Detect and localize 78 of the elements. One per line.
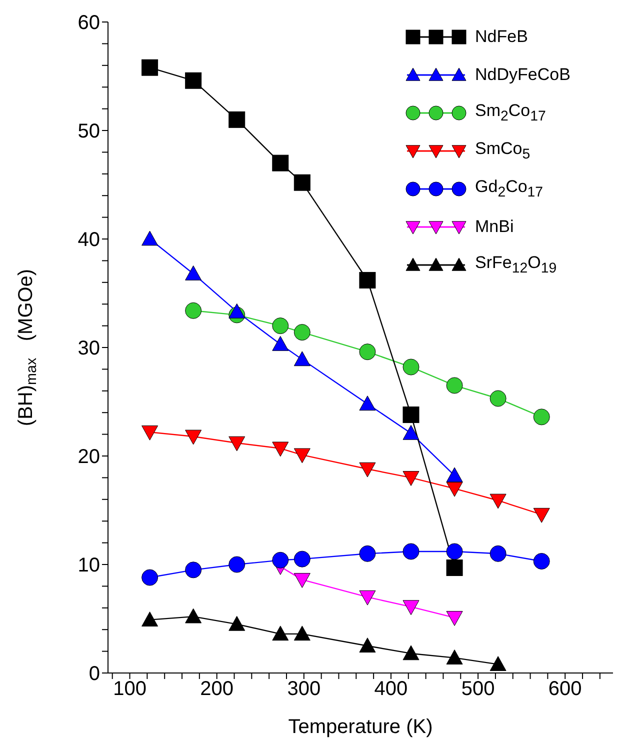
point bbox=[402, 406, 420, 424]
point bbox=[228, 436, 246, 452]
point bbox=[402, 645, 420, 660]
point bbox=[272, 318, 289, 334]
legend-label: NdFeB bbox=[475, 27, 528, 47]
point bbox=[142, 569, 158, 586]
y-tick-label: 0 bbox=[88, 663, 100, 686]
point bbox=[490, 545, 506, 562]
x-tick-label: 600 bbox=[548, 678, 582, 700]
point bbox=[490, 656, 506, 671]
point bbox=[228, 111, 246, 128]
point bbox=[294, 174, 310, 191]
point bbox=[359, 272, 376, 288]
point bbox=[294, 448, 310, 464]
point bbox=[446, 482, 463, 497]
point bbox=[228, 616, 246, 631]
point bbox=[402, 424, 420, 440]
point bbox=[272, 442, 289, 457]
y-tick-label: 10 bbox=[78, 554, 100, 577]
point bbox=[185, 608, 202, 624]
point bbox=[533, 508, 550, 523]
point bbox=[359, 396, 376, 411]
point bbox=[294, 324, 310, 341]
legend-label: NdDyFeCoB bbox=[475, 65, 570, 85]
legend-label: Sm$_{2}$Co$_{17}$ bbox=[475, 101, 546, 125]
point bbox=[142, 230, 158, 246]
point bbox=[359, 545, 376, 562]
point bbox=[185, 562, 202, 578]
y-tick-label: 60 bbox=[78, 12, 100, 34]
point bbox=[228, 303, 246, 318]
point bbox=[402, 471, 420, 486]
point bbox=[142, 425, 158, 440]
point bbox=[533, 552, 550, 570]
point bbox=[446, 377, 463, 394]
point bbox=[533, 408, 550, 426]
y-tick-label: 30 bbox=[78, 338, 100, 360]
point bbox=[402, 600, 420, 616]
point bbox=[272, 552, 289, 568]
point bbox=[402, 543, 420, 560]
point bbox=[228, 556, 246, 573]
point bbox=[359, 462, 376, 478]
legend-label: Gd$_{2}$Co$_{17}$ bbox=[475, 177, 544, 201]
x-tick-label: 500 bbox=[461, 678, 495, 700]
point bbox=[294, 626, 310, 641]
point bbox=[359, 638, 376, 653]
x-tick-label: 300 bbox=[287, 678, 321, 700]
x-axis-title: Temperature (K) bbox=[288, 716, 433, 738]
point bbox=[446, 543, 463, 560]
point bbox=[490, 494, 506, 509]
point bbox=[446, 611, 463, 626]
point bbox=[272, 336, 289, 351]
legend-label: SmCo$_{5}$ bbox=[475, 139, 530, 163]
point bbox=[490, 390, 506, 407]
x-tick-label: 200 bbox=[200, 678, 234, 700]
y-tick-label: 40 bbox=[78, 229, 100, 252]
x-tick-label: 100 bbox=[113, 678, 146, 700]
point bbox=[402, 358, 420, 376]
point bbox=[294, 351, 310, 366]
legend-label: SrFe$_{12}$O$_{19}$ bbox=[475, 253, 557, 277]
point bbox=[446, 560, 463, 576]
point bbox=[185, 302, 202, 319]
point bbox=[142, 612, 158, 626]
point bbox=[446, 650, 463, 664]
point bbox=[142, 59, 158, 76]
x-tick-label: 400 bbox=[374, 678, 408, 700]
y-tick-label: 50 bbox=[78, 120, 100, 143]
point bbox=[294, 550, 310, 568]
point bbox=[359, 590, 376, 606]
point bbox=[446, 467, 463, 482]
y-tick-label: 20 bbox=[78, 446, 100, 468]
legend-label: MnBi bbox=[475, 217, 514, 237]
point bbox=[185, 265, 202, 280]
point bbox=[359, 344, 376, 360]
point bbox=[185, 430, 202, 445]
point bbox=[272, 626, 289, 641]
point bbox=[294, 573, 310, 588]
point bbox=[185, 72, 202, 89]
point bbox=[272, 154, 289, 172]
